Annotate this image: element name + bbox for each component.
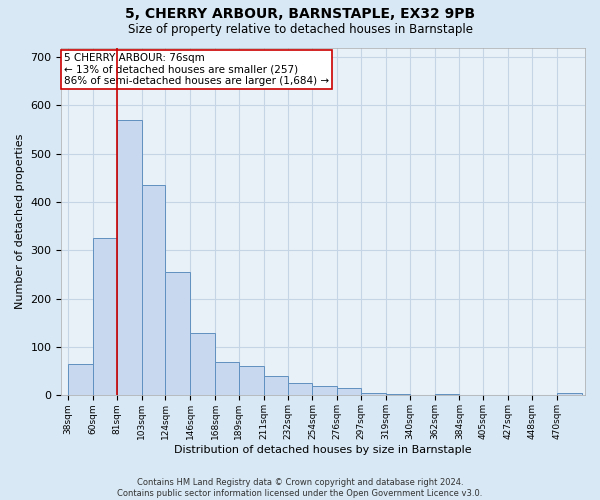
X-axis label: Distribution of detached houses by size in Barnstaple: Distribution of detached houses by size … (175, 445, 472, 455)
Bar (117, 120, 142, 396)
Text: Contains HM Land Registry data © Crown copyright and database right 2024.
Contai: Contains HM Land Registry data © Crown c… (118, 478, 482, 498)
Bar (434, 394, 460, 396)
Bar (239, 366, 264, 396)
Bar (557, 393, 581, 396)
Bar (337, 388, 361, 396)
Y-axis label: Number of detached properties: Number of detached properties (15, 134, 25, 309)
Bar (93, 238, 117, 396)
Bar (264, 376, 287, 396)
Text: 5, CHERRY ARBOUR, BARNSTAPLE, EX32 9PB: 5, CHERRY ARBOUR, BARNSTAPLE, EX32 9PB (125, 8, 475, 22)
Bar (215, 362, 239, 396)
Text: 5 CHERRY ARBOUR: 76sqm
← 13% of detached houses are smaller (257)
86% of semi-de: 5 CHERRY ARBOUR: 76sqm ← 13% of detached… (64, 52, 329, 86)
Bar (142, 185, 166, 396)
Bar (361, 393, 386, 396)
Bar (190, 332, 215, 396)
Bar (313, 386, 337, 396)
Bar (68, 364, 93, 396)
Bar (166, 272, 190, 396)
Bar (386, 394, 410, 396)
Text: Size of property relative to detached houses in Barnstaple: Size of property relative to detached ho… (128, 22, 473, 36)
Bar (287, 384, 313, 396)
